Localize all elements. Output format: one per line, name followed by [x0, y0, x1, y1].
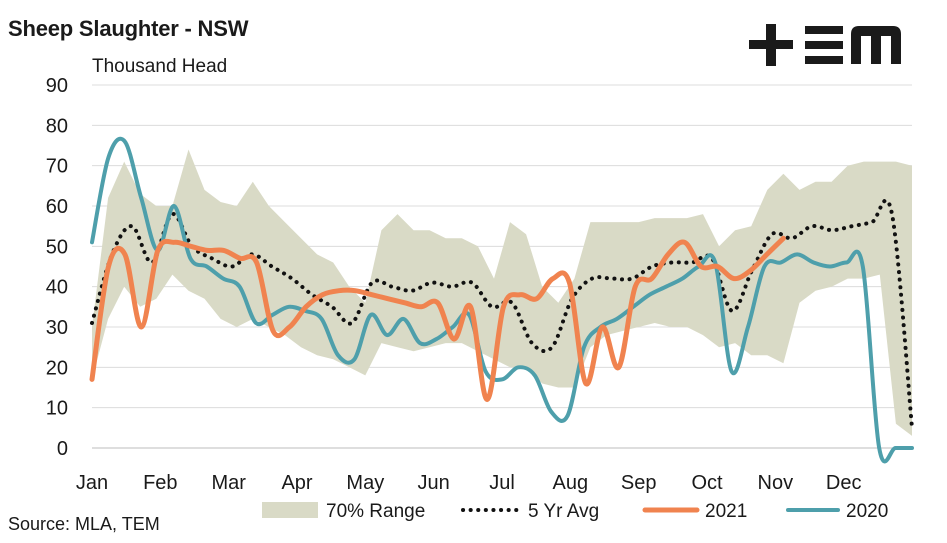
x-tick-label: Apr	[281, 472, 312, 494]
y-tick-label: 20	[46, 357, 68, 379]
source-note: Source: MLA, TEM	[8, 514, 160, 534]
y-tick-label: 30	[46, 317, 68, 339]
range-band-area	[92, 149, 912, 436]
x-tick-label: Aug	[553, 472, 589, 494]
series-line-2021	[89, 235, 786, 403]
range-band	[92, 149, 912, 436]
y-tick-label: 80	[46, 115, 68, 137]
x-tick-label: Jul	[489, 472, 515, 494]
x-tick-label: Oct	[691, 472, 723, 494]
series-lines	[89, 136, 914, 464]
legend-label-2021: 2021	[705, 501, 747, 522]
x-tick-label: Sep	[621, 472, 657, 494]
x-tick-label: Feb	[143, 472, 177, 494]
chart-title: Sheep Slaughter - NSW	[8, 16, 249, 41]
y-tick-label: 60	[46, 196, 68, 218]
series-line-5yr-avg	[90, 198, 914, 430]
y-axis-units-label: Thousand Head	[92, 56, 228, 77]
y-tick-label: 40	[46, 277, 68, 299]
legend-label-range: 70% Range	[326, 501, 425, 522]
x-axis-ticks: Jan Feb Mar Apr May Jun Jul Aug Sep Oct Nov Dec	[76, 472, 862, 494]
x-tick-label: Nov	[758, 472, 794, 494]
y-tick-label: 50	[46, 236, 68, 258]
legend-label-2020: 2020	[846, 501, 888, 522]
x-tick-label: Jan	[76, 472, 108, 494]
tem-logo	[749, 24, 901, 66]
y-tick-label: 90	[46, 75, 68, 97]
legend-swatch-range	[262, 502, 318, 518]
y-axis-ticks: 0 10 20 30 40 50 60 70 80 90	[46, 75, 68, 460]
y-tick-label: 10	[46, 398, 68, 420]
y-tick-label: 70	[46, 156, 68, 178]
x-tick-label: May	[346, 472, 384, 494]
x-tick-label: Mar	[211, 472, 246, 494]
legend-label-avg: 5 Yr Avg	[528, 501, 599, 522]
series-line-2020	[90, 136, 914, 464]
legend: 70% Range 5 Yr Avg 2021 2020	[262, 501, 888, 522]
y-tick-label: 0	[57, 438, 68, 460]
x-tick-label: Dec	[826, 472, 862, 494]
x-tick-label: Jun	[418, 472, 450, 494]
